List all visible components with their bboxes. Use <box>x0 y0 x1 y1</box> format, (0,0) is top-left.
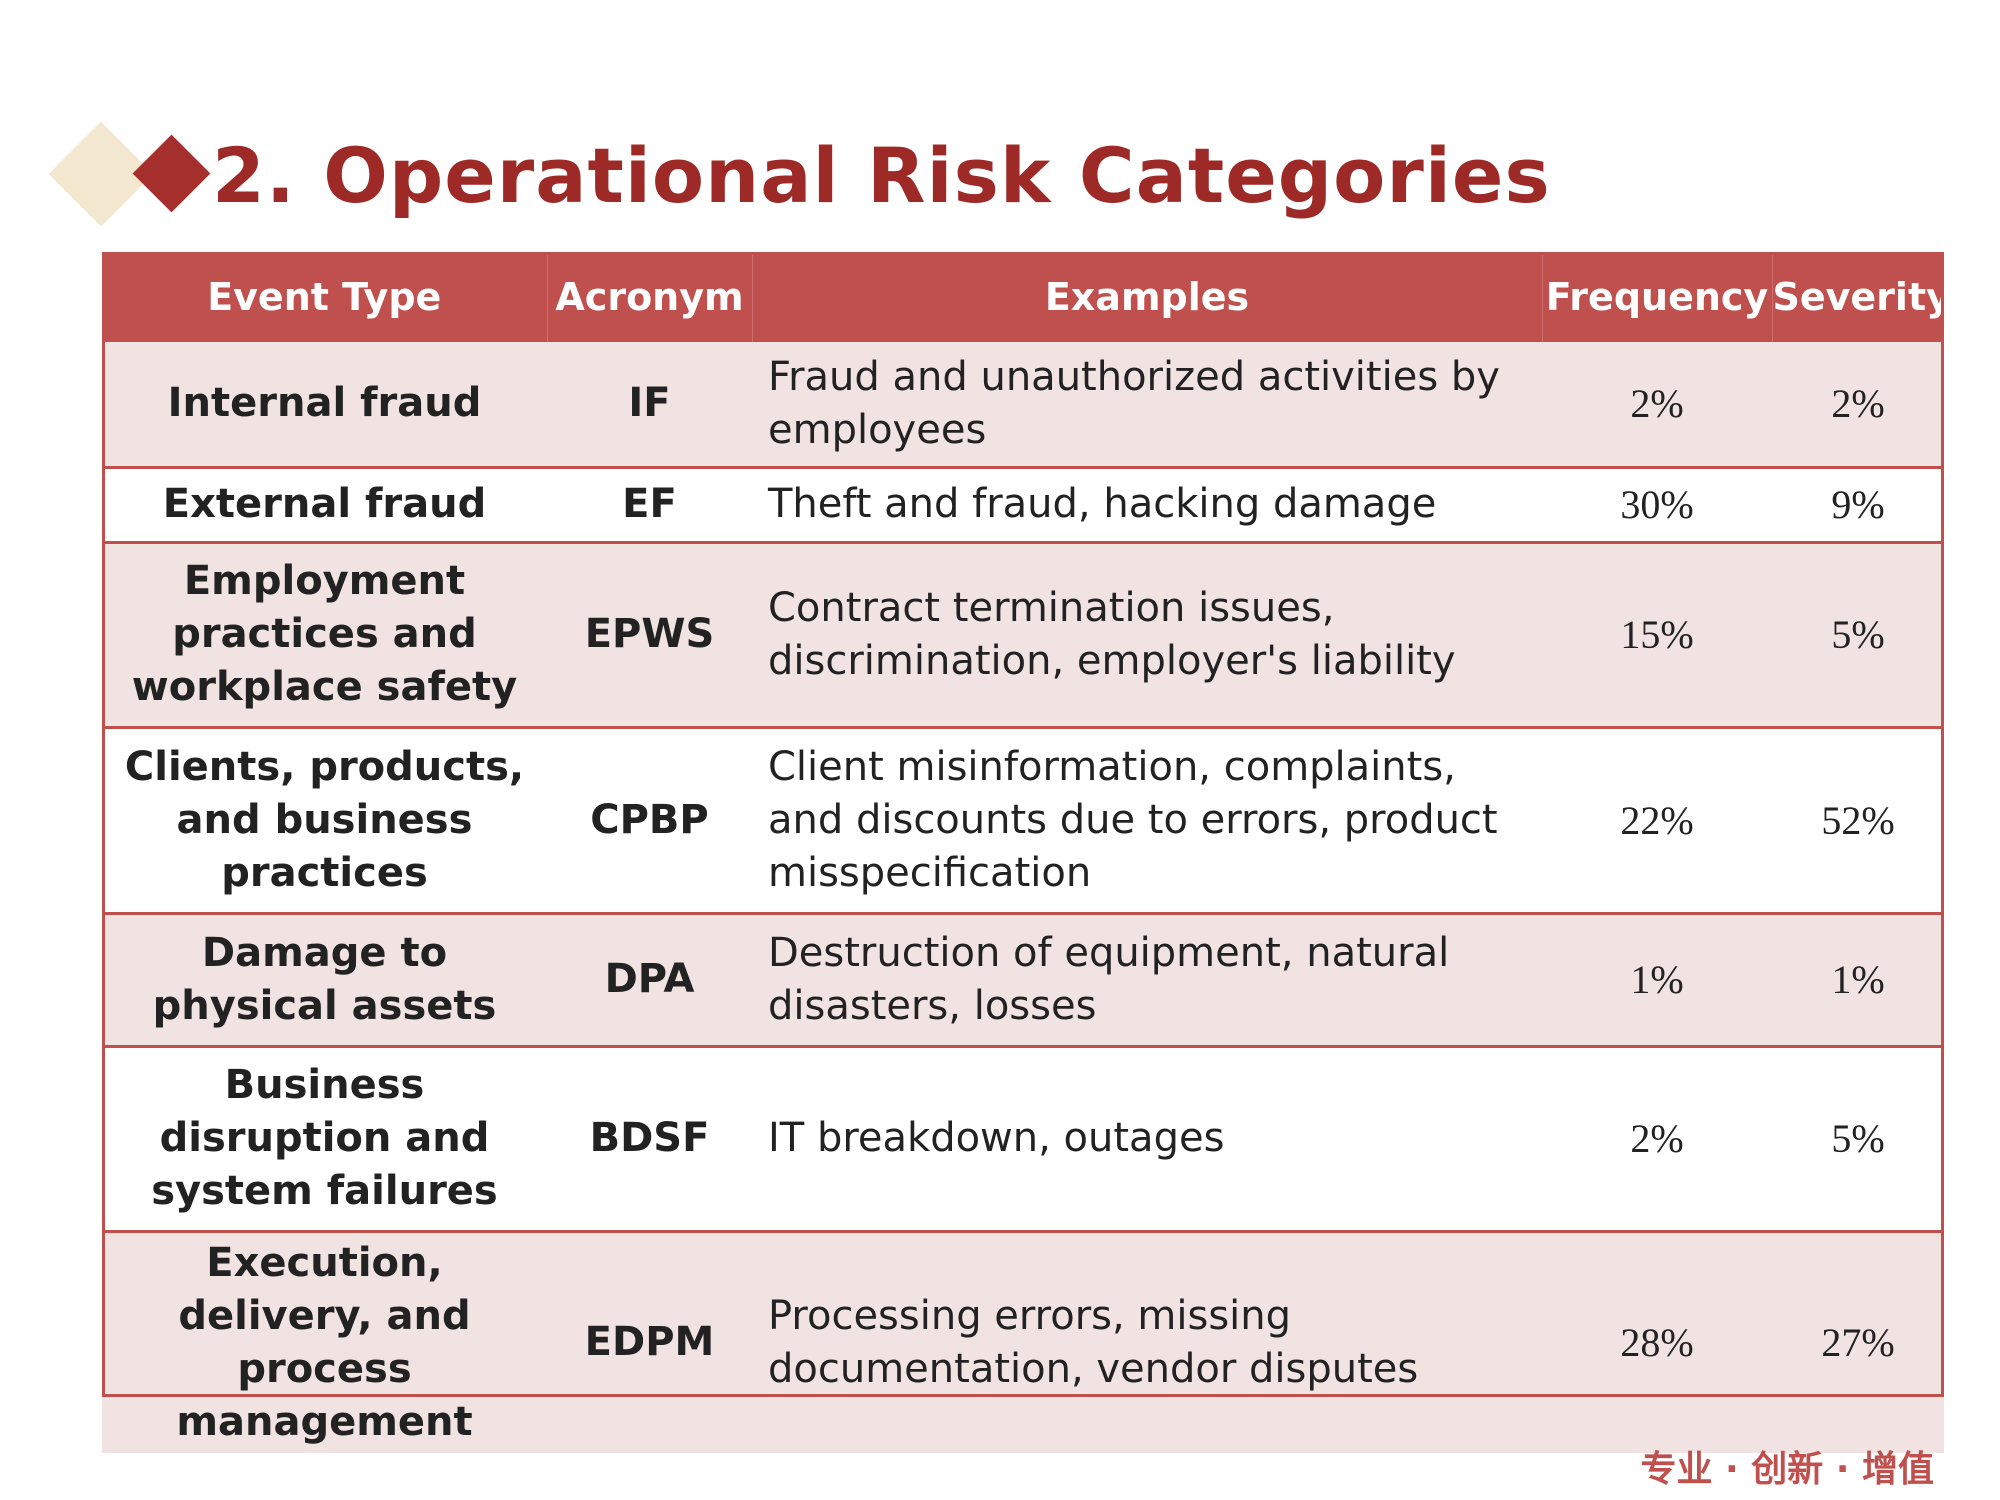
table-row: Execution, delivery, and process managem… <box>102 1229 1944 1453</box>
frequency-cell: 2% <box>1542 1044 1772 1231</box>
event-type-cell: Business disruption and system failures <box>102 1044 547 1231</box>
acronym-cell: IF <box>547 342 752 467</box>
header-acronym: Acronym <box>547 252 753 342</box>
risk-categories-table: Event Type Acronym Examples Frequency Se… <box>102 252 1951 1453</box>
examples-cell: Theft and fraud, hacking damage <box>752 465 1542 542</box>
frequency-cell: 2% <box>1542 342 1772 467</box>
event-type-cell: Clients, products, and business practice… <box>102 725 547 913</box>
table-row: Business disruption and system failures … <box>102 1044 1944 1231</box>
table-row: Internal fraud IF Fraud and unauthorized… <box>102 342 1944 467</box>
frequency-cell: 30% <box>1542 465 1772 542</box>
frequency-cell: 1% <box>1542 911 1772 1046</box>
header-severity: Severity <box>1772 252 1951 342</box>
acronym-cell: BDSF <box>547 1044 752 1231</box>
acronym-cell: EPWS <box>547 540 752 727</box>
table-row: External fraud EF Theft and fraud, hacki… <box>102 465 1944 542</box>
acronym-cell: EF <box>547 465 752 542</box>
severity-cell: 9% <box>1772 465 1944 542</box>
examples-cell: Contract termination issues, discriminat… <box>752 540 1542 727</box>
severity-cell: 5% <box>1772 540 1944 727</box>
examples-cell: Processing errors, missing documentation… <box>752 1229 1542 1453</box>
frequency-cell: 15% <box>1542 540 1772 727</box>
examples-cell: IT breakdown, outages <box>752 1044 1542 1231</box>
header-event-type: Event Type <box>102 252 548 342</box>
severity-cell: 27% <box>1772 1229 1944 1453</box>
table-row: Damage to physical assets DPA Destructio… <box>102 911 1944 1046</box>
frequency-cell: 22% <box>1542 725 1772 913</box>
acronym-cell: CPBP <box>547 725 752 913</box>
event-type-cell: Internal fraud <box>102 342 547 467</box>
event-type-cell: Damage to physical assets <box>102 911 547 1046</box>
severity-cell: 2% <box>1772 342 1944 467</box>
decorative-diamond-dark <box>132 134 211 213</box>
page-title: 2. Operational Risk Categories <box>212 131 1551 220</box>
examples-cell: Client misinformation, complaints, and d… <box>752 725 1542 913</box>
table-row: Clients, products, and business practice… <box>102 725 1944 913</box>
event-type-cell: Employment practices and workplace safet… <box>102 540 547 727</box>
severity-cell: 52% <box>1772 725 1944 913</box>
frequency-cell: 28% <box>1542 1229 1772 1453</box>
examples-cell: Fraud and unauthorized activities by emp… <box>752 342 1542 467</box>
severity-cell: 5% <box>1772 1044 1944 1231</box>
event-type-cell: Execution, delivery, and process managem… <box>102 1229 547 1453</box>
footer-slogan: 专业 · 创新 · 增值 <box>1640 1449 1935 1490</box>
table-header-row: Event Type Acronym Examples Frequency Se… <box>102 252 1951 342</box>
table-row: Employment practices and workplace safet… <box>102 540 1944 727</box>
acronym-cell: EDPM <box>547 1229 752 1453</box>
examples-cell: Destruction of equipment, natural disast… <box>752 911 1542 1046</box>
event-type-cell: External fraud <box>102 465 547 542</box>
acronym-cell: DPA <box>547 911 752 1046</box>
severity-cell: 1% <box>1772 911 1944 1046</box>
header-examples: Examples <box>752 252 1543 342</box>
header-frequency: Frequency <box>1542 252 1773 342</box>
